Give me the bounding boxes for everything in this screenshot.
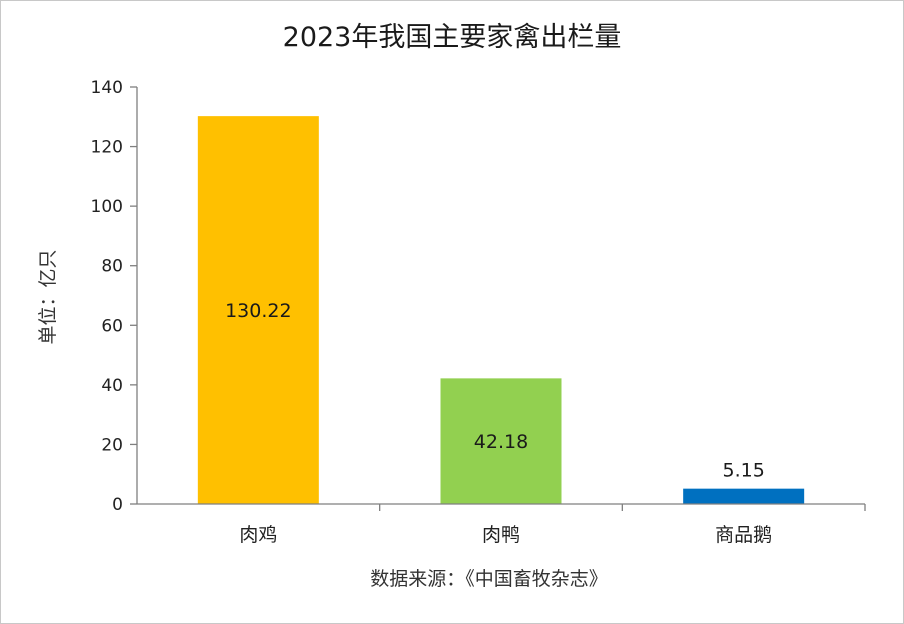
y-tick-label: 140: [91, 78, 123, 98]
category-label-1: 肉鸭: [482, 524, 520, 546]
category-label-2: 商品鹅: [715, 524, 772, 546]
bar-2: [683, 488, 805, 504]
data-labels: 130.22 42.18 5.15: [225, 300, 765, 482]
y-tick-label: 100: [91, 197, 123, 217]
data-label-0: 130.22: [225, 300, 291, 322]
y-tick-label: 80: [101, 257, 123, 277]
data-label-2: 5.15: [723, 460, 765, 482]
bars: [197, 116, 805, 504]
y-tick-label: 60: [101, 316, 123, 336]
bar-0: [197, 116, 319, 504]
chart-title: 2023年我国主要家禽出栏量: [283, 22, 622, 53]
bar-1: [440, 378, 562, 504]
y-tick-label: 120: [91, 138, 123, 158]
y-axis-label: 单位：亿只: [37, 249, 59, 344]
category-label-0: 肉鸡: [239, 524, 277, 546]
data-label-1: 42.18: [474, 431, 528, 453]
y-axis-label-group: 单位：亿只: [37, 249, 59, 344]
y-tick-label: 0: [112, 495, 123, 515]
source-note: 数据来源：《中国畜牧杂志》: [370, 568, 608, 590]
y-axis-ticks: 0 20 40 60 80 100 120 140: [91, 78, 137, 515]
y-tick-label: 40: [101, 376, 123, 396]
y-tick-label: 20: [101, 435, 123, 455]
category-labels: 肉鸡 肉鸭 商品鹅: [239, 504, 866, 546]
